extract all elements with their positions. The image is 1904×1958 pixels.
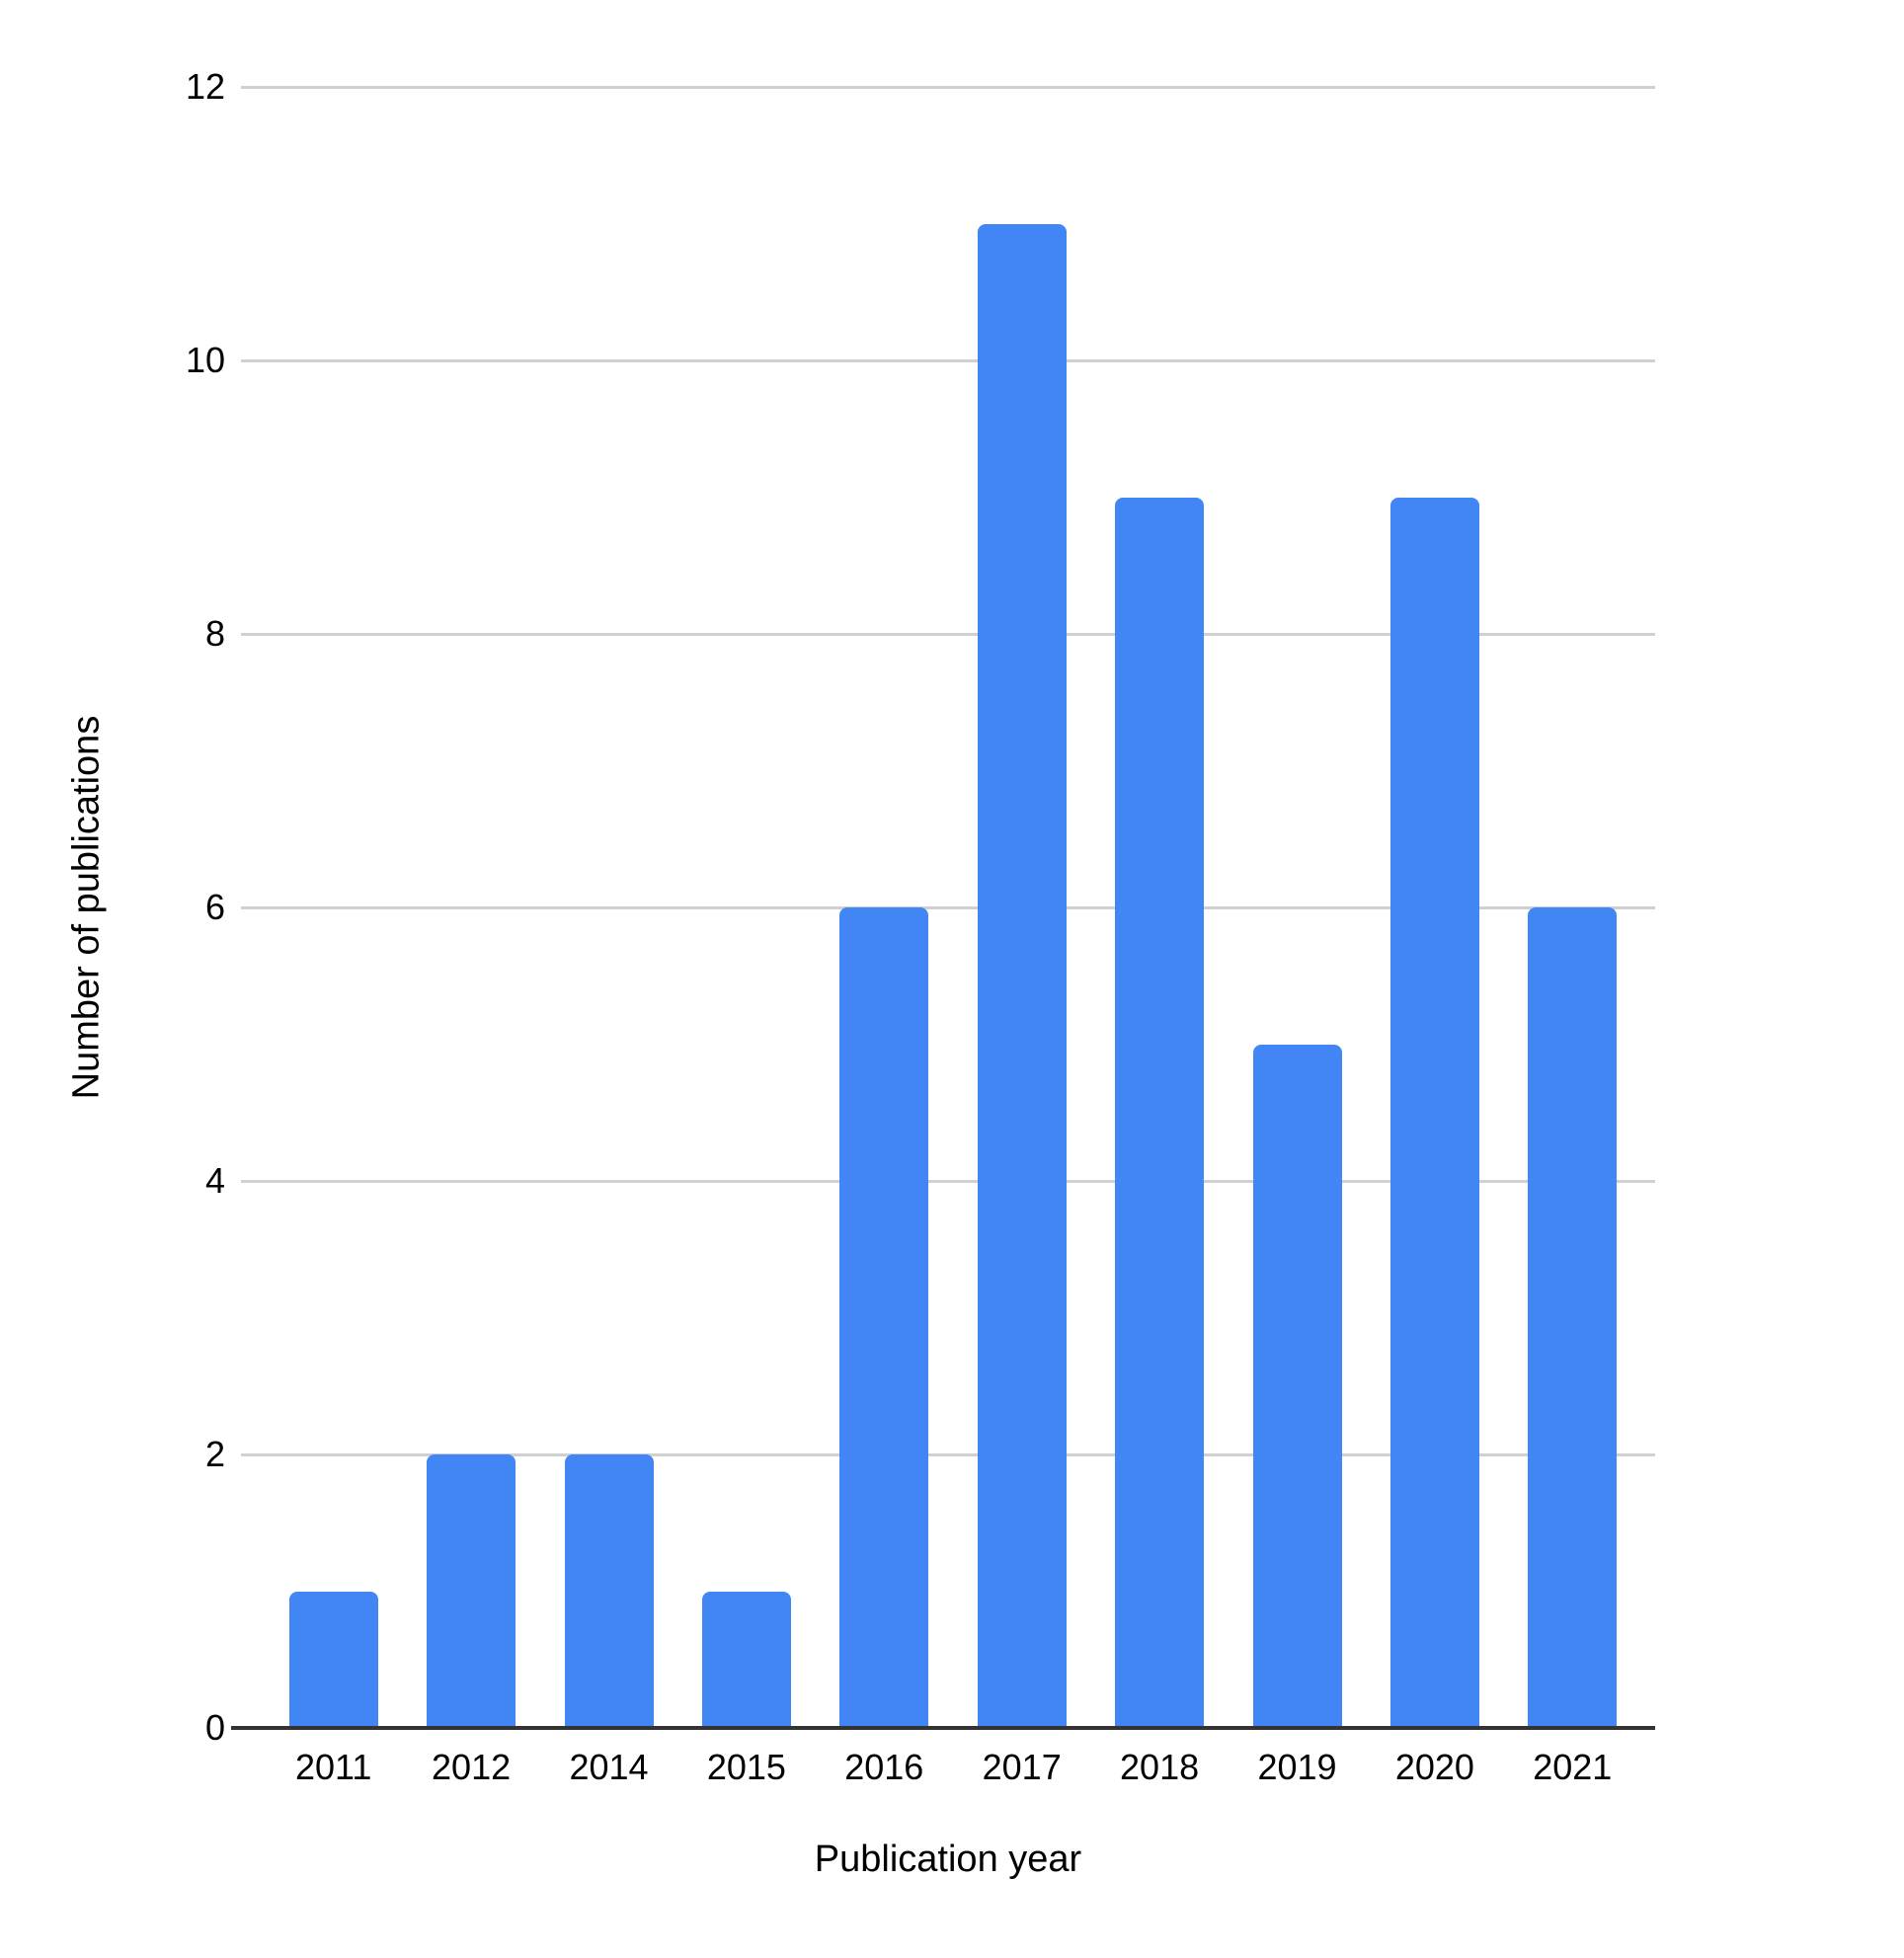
bar-2021 [1528, 907, 1618, 1728]
gridline-y-4 [241, 1179, 1655, 1183]
gridline-y-8 [241, 632, 1655, 636]
gridline-y-6 [241, 905, 1655, 909]
x-tick-label-2020: 2020 [1394, 1747, 1474, 1787]
x-tick-label-2011: 2011 [294, 1747, 372, 1787]
y-tick-label-0: 0 [204, 1707, 225, 1748]
y-tick-label-8: 8 [204, 613, 225, 654]
bar-2019 [1252, 1044, 1342, 1728]
bar-2011 [288, 1591, 378, 1728]
bar-2016 [839, 907, 929, 1728]
bar-2014 [564, 1454, 654, 1728]
x-tick-label-2014: 2014 [569, 1747, 649, 1787]
bar-2018 [1115, 497, 1205, 1728]
x-tick-label-2015: 2015 [706, 1747, 786, 1787]
gridline-y-10 [241, 358, 1655, 362]
x-tick-label-2021: 2021 [1533, 1747, 1613, 1787]
bar-2012 [427, 1454, 516, 1728]
x-tick-label-2017: 2017 [982, 1747, 1062, 1787]
y-tick-label-12: 12 [185, 66, 225, 107]
x-axis-title: Publication year [814, 1839, 1082, 1880]
y-tick-label-6: 6 [204, 887, 225, 927]
x-tick-label-2016: 2016 [844, 1747, 924, 1787]
bar-2015 [701, 1591, 791, 1728]
y-tick-label-4: 4 [204, 1160, 225, 1201]
y-tick-label-2: 2 [204, 1434, 225, 1474]
y-tick-label-10: 10 [185, 340, 225, 380]
x-tick-label-2018: 2018 [1120, 1747, 1200, 1787]
x-axis-line [231, 1726, 1655, 1730]
x-tick-label-2012: 2012 [432, 1747, 512, 1787]
bar-2017 [977, 223, 1067, 1728]
bar-2020 [1389, 497, 1479, 1728]
x-tick-label-2019: 2019 [1257, 1747, 1337, 1787]
gridline-y-2 [241, 1452, 1655, 1456]
gridline-y-12 [241, 85, 1655, 89]
